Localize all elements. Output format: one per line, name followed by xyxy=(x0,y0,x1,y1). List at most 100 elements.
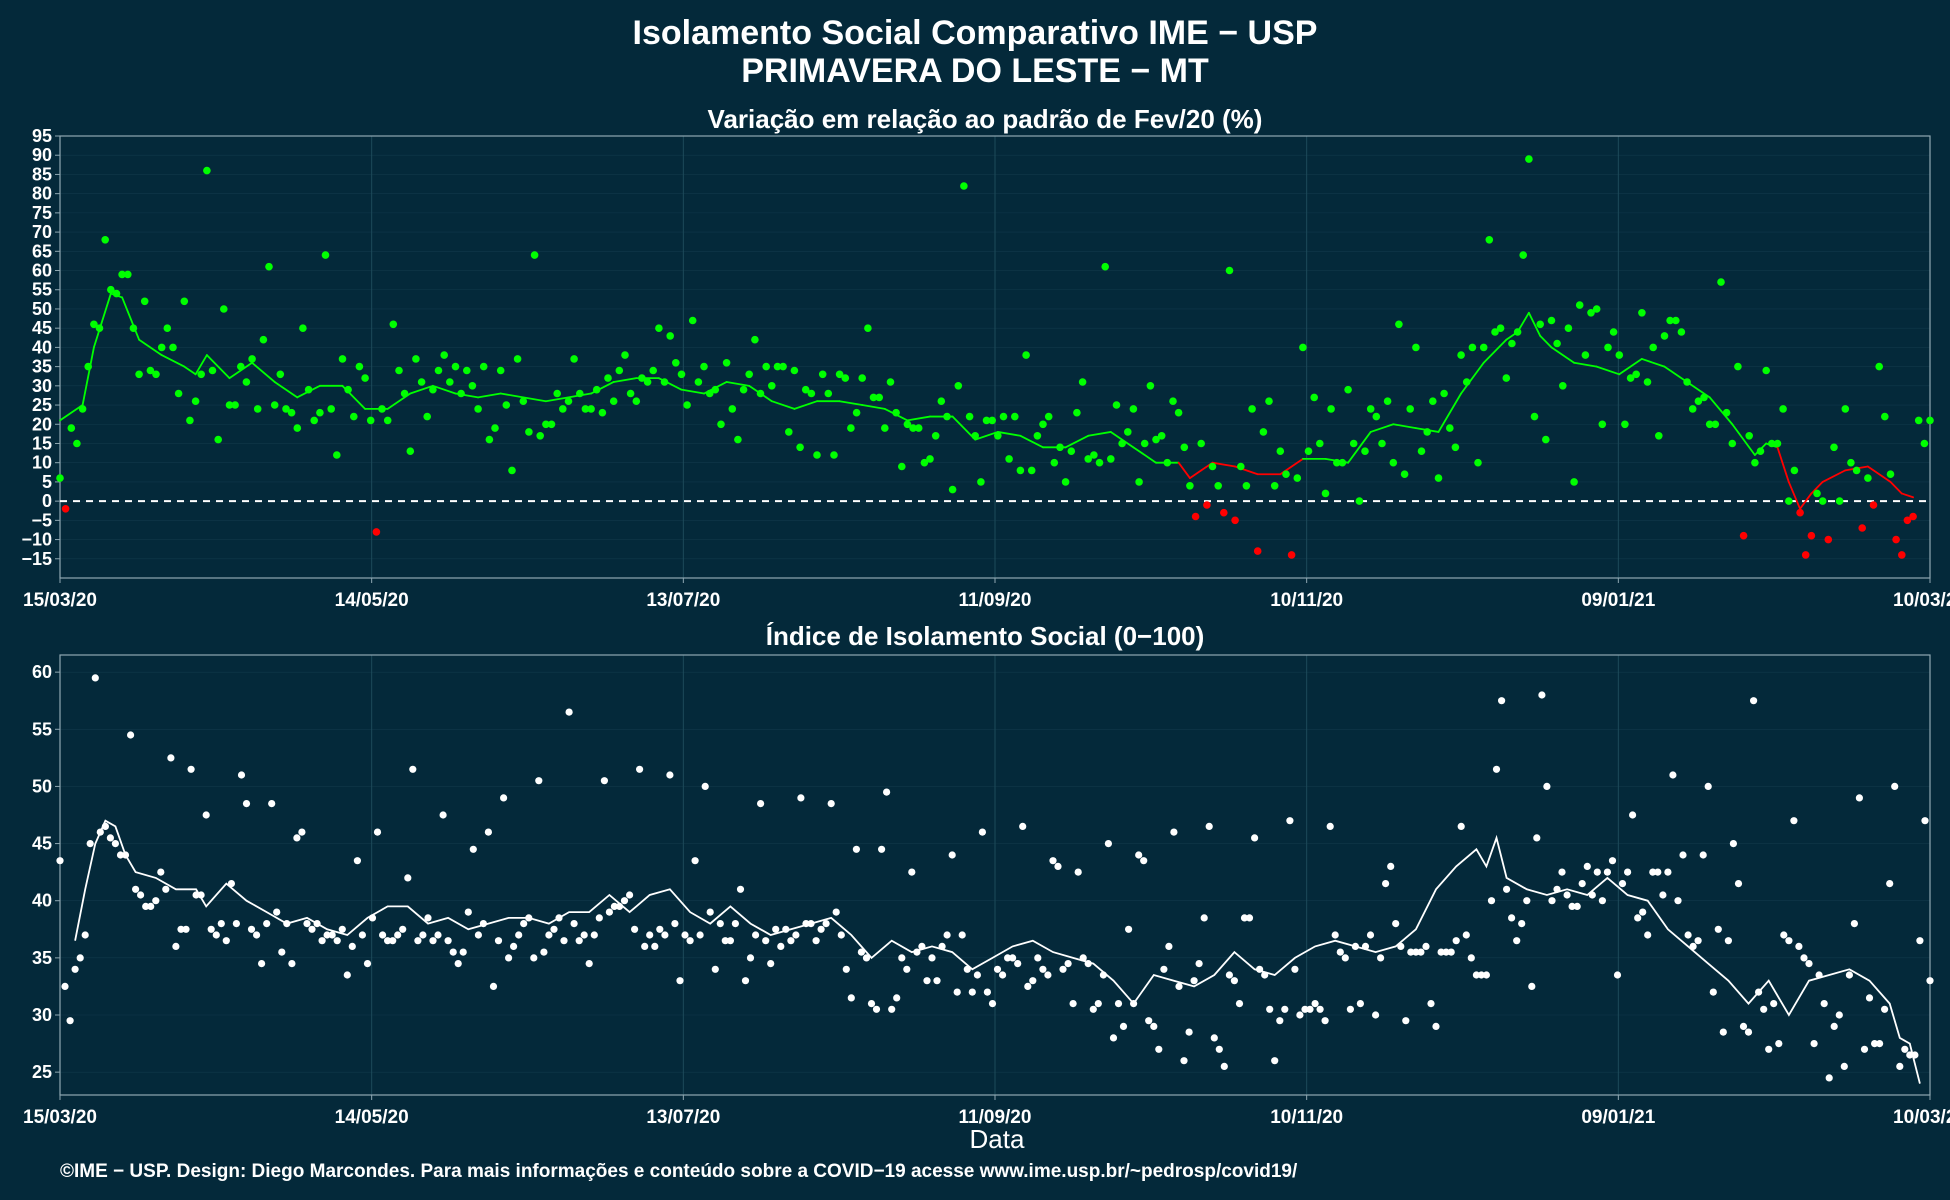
data-point xyxy=(485,435,494,444)
data-point xyxy=(1079,954,1087,962)
data-point xyxy=(394,931,402,939)
data-point xyxy=(1235,1000,1244,1008)
data-point xyxy=(968,988,976,996)
data-point xyxy=(1858,524,1866,532)
data-point xyxy=(1387,862,1395,871)
data-point xyxy=(1760,1005,1768,1013)
data-point xyxy=(1004,954,1012,962)
data-point xyxy=(580,931,588,939)
data-point xyxy=(796,443,804,452)
moving-average-segment xyxy=(1889,481,1903,495)
data-point xyxy=(913,948,921,956)
data-point xyxy=(643,378,652,386)
data-point xyxy=(1056,443,1064,452)
data-point xyxy=(1598,897,1606,905)
data-point xyxy=(1835,497,1844,505)
data-point xyxy=(287,408,296,417)
data-point xyxy=(852,845,861,853)
data-point xyxy=(132,885,140,893)
data-point xyxy=(1654,868,1662,876)
data-point xyxy=(1700,393,1708,402)
moving-average-segment xyxy=(92,292,112,349)
data-point xyxy=(700,362,708,371)
data-point xyxy=(1796,508,1804,517)
data-point xyxy=(1039,420,1047,429)
data-point xyxy=(384,937,392,945)
data-point xyxy=(893,994,901,1002)
data-point xyxy=(1921,817,1929,825)
data-point xyxy=(1674,897,1682,905)
data-point xyxy=(1755,988,1763,996)
data-point xyxy=(191,397,200,406)
data-point xyxy=(1779,405,1787,413)
data-point xyxy=(1016,466,1025,475)
data-point xyxy=(468,382,477,390)
x-tick-label: 09/01/21 xyxy=(1581,590,1655,611)
data-point xyxy=(1672,316,1680,325)
data-point xyxy=(1604,343,1612,352)
data-point xyxy=(555,914,563,922)
data-point xyxy=(406,447,415,456)
x-tick-label: 10/03/21 xyxy=(1893,590,1950,611)
x-tick-label: 15/03/20 xyxy=(23,1107,97,1128)
data-point xyxy=(494,937,503,945)
data-point xyxy=(1089,1005,1097,1013)
data-point xyxy=(909,424,917,432)
data-point xyxy=(797,794,805,802)
x-tick-label: 11/09/20 xyxy=(959,590,1032,611)
data-point xyxy=(869,393,878,402)
data-point xyxy=(590,931,598,939)
data-point xyxy=(1530,412,1539,421)
data-point xyxy=(106,834,114,842)
data-point xyxy=(1287,551,1296,559)
data-point xyxy=(1704,782,1712,791)
data-point xyxy=(414,937,422,945)
data-point xyxy=(1427,1000,1435,1008)
data-point xyxy=(61,505,70,513)
moving-average-segment xyxy=(522,396,547,403)
data-point xyxy=(1078,378,1087,386)
data-point xyxy=(1457,351,1465,359)
data-point xyxy=(1864,474,1872,482)
data-point xyxy=(701,782,709,791)
data-point xyxy=(1621,420,1629,429)
data-point xyxy=(1881,1005,1889,1013)
data-point xyxy=(773,362,782,371)
data-point xyxy=(1130,1000,1138,1008)
data-point xyxy=(609,397,618,406)
data-point xyxy=(1299,343,1307,352)
data-point xyxy=(1548,897,1556,905)
data-point xyxy=(214,435,222,444)
data-point xyxy=(1395,320,1403,329)
data-point xyxy=(505,954,513,962)
data-point xyxy=(1739,531,1748,540)
data-point xyxy=(1773,439,1782,448)
data-point xyxy=(237,362,245,371)
data-point xyxy=(513,355,522,363)
data-point xyxy=(864,324,872,333)
data-point xyxy=(881,424,889,432)
data-point xyxy=(95,324,104,333)
data-point xyxy=(1316,439,1324,448)
data-point xyxy=(1717,278,1725,286)
data-point xyxy=(344,385,352,394)
data-point xyxy=(1129,405,1138,413)
data-point xyxy=(363,960,372,968)
moving-average-segment xyxy=(431,384,457,395)
data-point xyxy=(237,771,246,779)
data-point xyxy=(135,370,143,379)
data-point xyxy=(1770,1000,1778,1008)
data-point xyxy=(1881,412,1889,421)
data-point xyxy=(530,251,539,259)
data-point xyxy=(321,251,330,259)
moving-average-segment xyxy=(273,381,299,399)
data-point xyxy=(1714,925,1722,933)
data-point xyxy=(1355,497,1364,505)
data-point xyxy=(417,378,426,386)
data-point xyxy=(247,925,256,933)
data-point xyxy=(1780,931,1788,939)
moving-average-segment xyxy=(59,404,84,422)
data-point xyxy=(227,880,235,888)
data-point xyxy=(734,435,742,444)
x-tick-label: 09/01/21 xyxy=(1581,1107,1655,1128)
